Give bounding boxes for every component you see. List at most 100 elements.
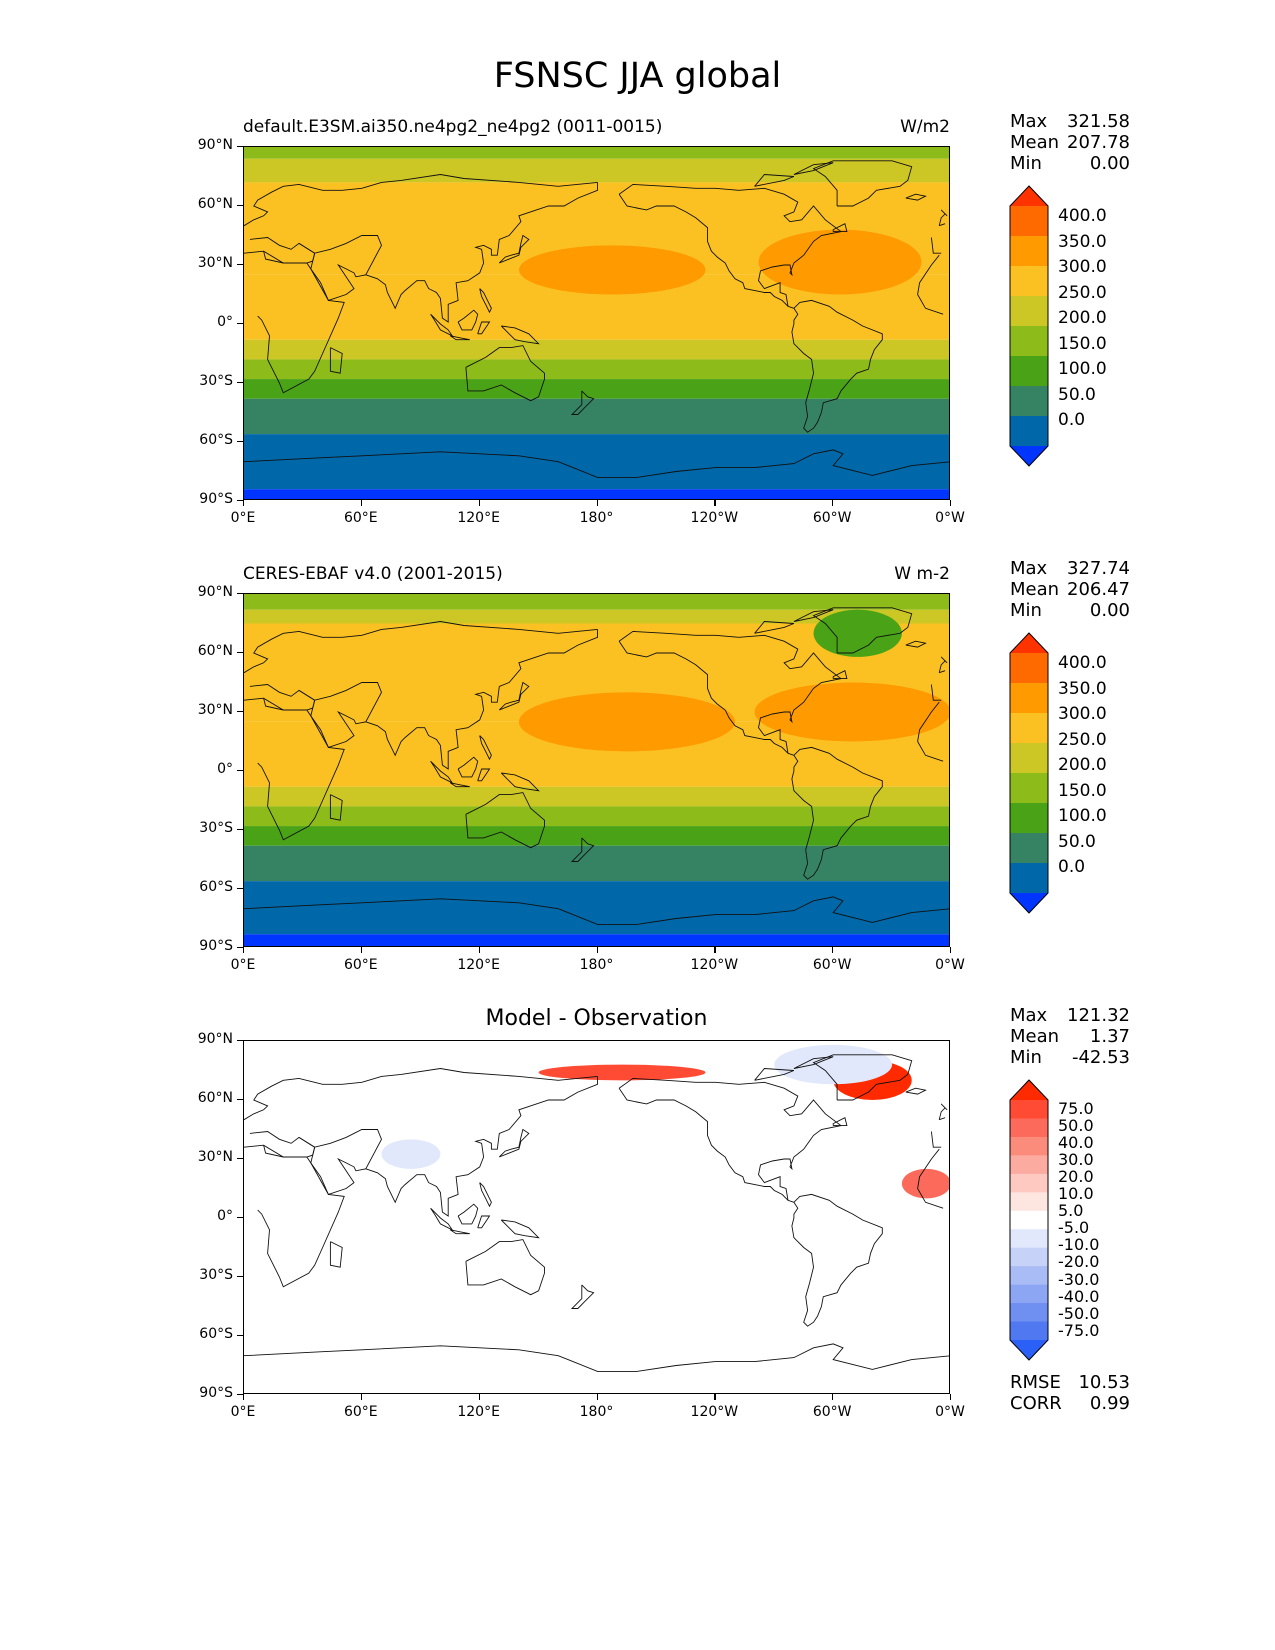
contour-feature	[518, 692, 735, 752]
stat-label: Max	[1010, 111, 1048, 132]
coastline	[498, 681, 530, 711]
y-tick-mark	[237, 1158, 243, 1160]
colorbar-segment	[1010, 713, 1048, 744]
stat-value: 321.58	[1067, 111, 1130, 132]
coastline	[791, 1193, 883, 1327]
x-tick-label: 0°E	[230, 510, 256, 526]
coastline	[257, 251, 345, 394]
colorbar-segment	[1010, 1100, 1048, 1119]
stat-label: CORR	[1010, 1393, 1062, 1414]
x-tick-mark	[243, 947, 245, 953]
coastline	[329, 1241, 343, 1268]
y-tick-label: 90°S	[199, 938, 233, 954]
colorbar-tick-label: 50.0	[1058, 831, 1096, 852]
coastline	[457, 1203, 479, 1225]
stat-label: RMSE	[1010, 1372, 1061, 1393]
coastline	[465, 345, 545, 402]
coastline	[939, 223, 946, 227]
y-tick-label: 30°N	[197, 702, 233, 718]
colorbar-segment	[1010, 683, 1048, 714]
coastline	[449, 1229, 470, 1235]
x-tick-mark	[714, 1394, 716, 1400]
colorbar-extend-bottom	[1010, 893, 1048, 913]
contour-band	[244, 609, 949, 624]
coastline	[938, 656, 948, 673]
colorbar-tick-label: 0.0	[1058, 410, 1086, 431]
coastline	[298, 1129, 382, 1195]
x-tick-label: 120°W	[690, 957, 739, 973]
colorbar-extend-top	[1010, 1080, 1048, 1100]
panel-units: W/m2	[900, 117, 950, 137]
contour-band	[244, 339, 949, 360]
colorbar-tick-label: -50.0	[1058, 1303, 1100, 1323]
colorbar-segment	[1010, 236, 1048, 267]
x-tick-mark	[360, 1394, 363, 1400]
x-tick-mark	[478, 1394, 480, 1400]
x-tick-mark	[596, 500, 598, 506]
y-tick-label: 0°	[217, 761, 233, 777]
y-tick-label: 60°S	[199, 432, 233, 448]
x-tick-mark	[950, 500, 952, 506]
contour-feature	[758, 229, 922, 295]
colorbar-segment	[1010, 386, 1048, 417]
y-tick-mark	[237, 1276, 243, 1278]
y-tick-label: 30°S	[199, 820, 233, 836]
map-canvas	[244, 594, 949, 946]
coastline	[618, 193, 789, 307]
y-tick-label: 90°S	[199, 1385, 233, 1401]
coastline	[618, 183, 843, 309]
colorbar-segment	[1010, 1247, 1048, 1267]
colorbar-tick-label: 400.0	[1058, 206, 1107, 227]
x-tick-label: 60°W	[812, 510, 852, 526]
map-plot	[243, 146, 950, 500]
contour-band	[244, 158, 949, 183]
y-tick-mark	[237, 1335, 243, 1337]
contour-band	[244, 594, 949, 610]
colorbar-tick-label: 150.0	[1058, 780, 1107, 801]
colorbar-segment	[1010, 326, 1048, 357]
coastline	[618, 1077, 843, 1203]
colorbar-extend-bottom	[1010, 446, 1048, 466]
contour-feature	[754, 682, 949, 742]
colorbar-segment	[1010, 1155, 1048, 1175]
colorbar-tick-label: 40.0	[1058, 1132, 1094, 1152]
y-tick-mark	[237, 1217, 243, 1219]
contour-background	[244, 1041, 949, 1393]
coastline	[618, 640, 789, 754]
coastline	[905, 640, 927, 648]
page-title: FSNSC JJA global	[493, 56, 782, 96]
coastline	[917, 294, 944, 315]
colorbar-tick-label: 350.0	[1058, 231, 1107, 252]
coastline	[465, 1239, 545, 1296]
coastline	[500, 1219, 540, 1239]
colorbar	[1009, 185, 1049, 467]
colorbar-segment	[1010, 356, 1048, 387]
coastline	[570, 390, 595, 415]
coastline	[365, 629, 598, 770]
colorbar-tick-label: -10.0	[1058, 1235, 1100, 1255]
colorbar-tick-label: 300.0	[1058, 704, 1107, 725]
colorbar-segment	[1010, 296, 1048, 327]
coastline	[477, 321, 491, 335]
coastline	[791, 746, 883, 880]
x-tick-mark	[360, 947, 363, 953]
coastline	[479, 1182, 492, 1208]
stat-label: Max	[1010, 1005, 1048, 1026]
stat-value: 121.32	[1067, 1005, 1130, 1026]
x-tick-label: 60°W	[812, 1404, 852, 1420]
colorbar-tick-label: 150.0	[1058, 333, 1107, 354]
contour-band	[244, 826, 949, 846]
y-tick-mark	[237, 888, 243, 890]
colorbar-tick-label: -20.0	[1058, 1252, 1100, 1272]
coastlines	[244, 160, 949, 478]
x-tick-label: 120°W	[690, 510, 739, 526]
colorbar-extend-top	[1010, 633, 1048, 653]
contour-band	[244, 489, 949, 499]
coastlines	[244, 1054, 949, 1372]
y-tick-label: 0°	[217, 314, 233, 330]
y-tick-mark	[237, 711, 243, 713]
x-tick-mark	[832, 947, 834, 953]
y-tick-mark	[237, 829, 243, 831]
coastline	[365, 182, 598, 323]
colorbar-tick-label: 250.0	[1058, 282, 1107, 303]
